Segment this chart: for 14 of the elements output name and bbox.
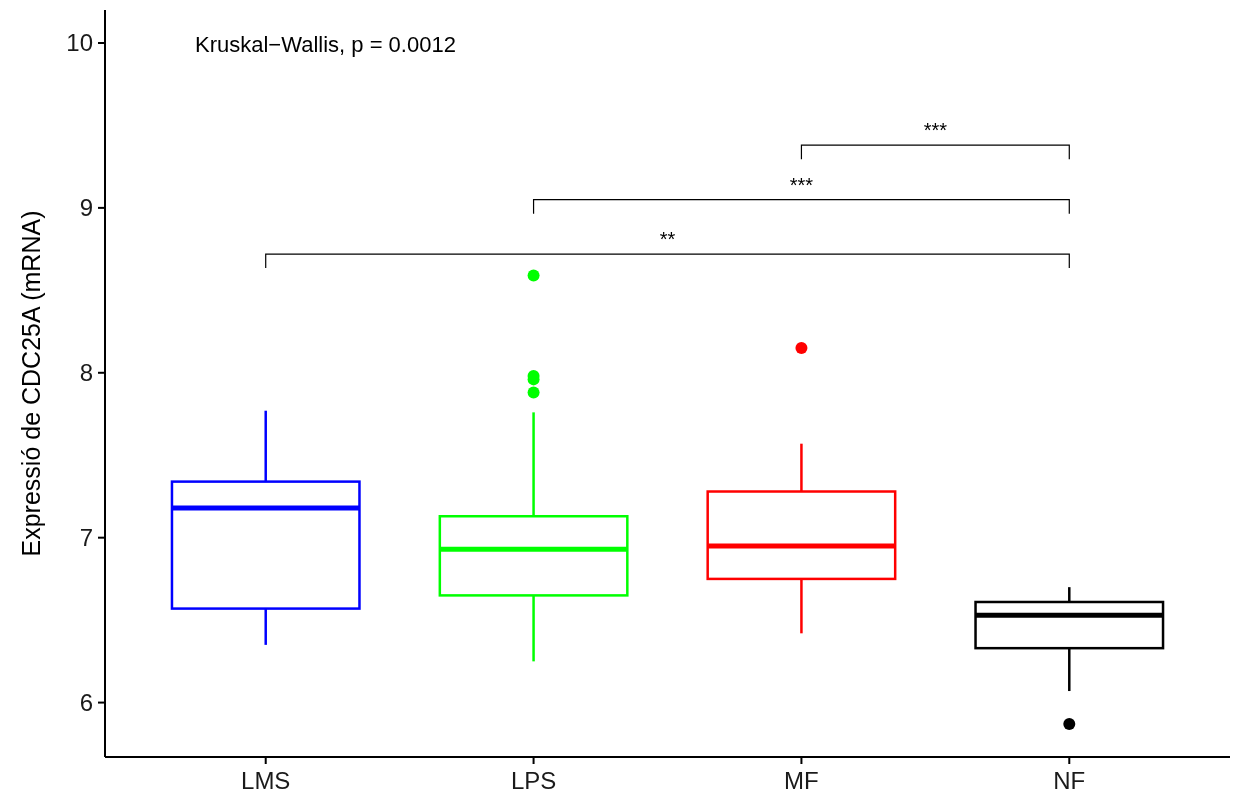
annotation: **	[659, 228, 676, 251]
y-tick-label: 9	[79, 194, 93, 222]
annotation: Kruskal−Wallis, p = 0.0012	[195, 32, 456, 57]
x-tick-label: MF	[784, 767, 819, 794]
x-tick-label: LPS	[510, 767, 557, 794]
y-axis-title: Expressió de CDC25A (mRNA)	[17, 210, 45, 557]
x-tick-label: LMS	[241, 767, 291, 794]
y-tick-label: 8	[79, 359, 93, 387]
y-tick-label: 7	[79, 524, 93, 552]
x-tick-label: NF	[1053, 767, 1086, 794]
y-tick-label: 6	[79, 688, 93, 716]
y-tick-label: 10	[66, 29, 93, 57]
annotation: ***	[789, 173, 814, 196]
annotation: ***	[923, 119, 948, 142]
